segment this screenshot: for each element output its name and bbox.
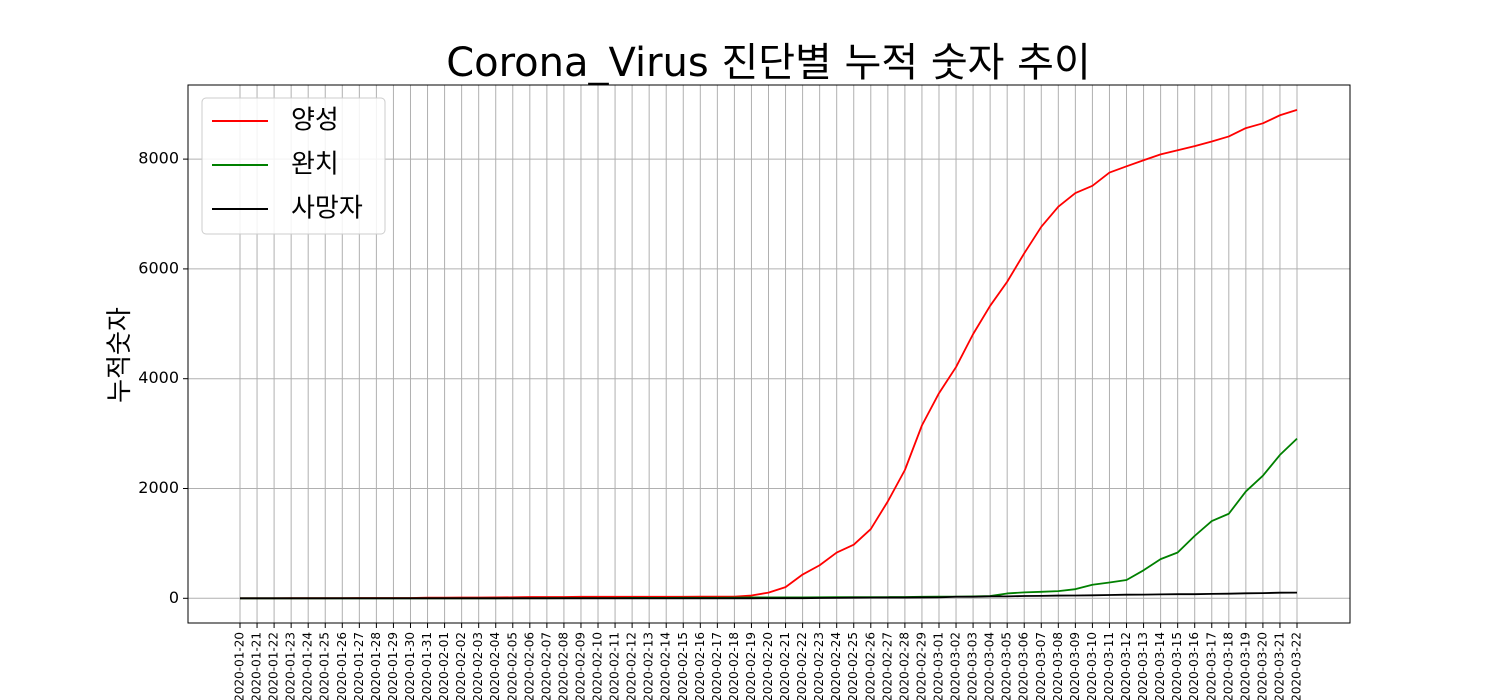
x-tick-label: 2020-03-21 — [1272, 632, 1286, 700]
x-tick-label: 2020-02-13 — [642, 632, 656, 700]
x-tick-label: 2020-01-31 — [420, 632, 434, 700]
x-tick-label: 2020-01-26 — [335, 632, 349, 700]
x-tick-label: 2020-03-22 — [1290, 632, 1304, 700]
chart-title: Corona_Virus 진단별 누적 숫자 추이 — [446, 40, 1091, 86]
x-tick-label: 2020-02-10 — [591, 632, 605, 700]
x-tick-label: 2020-03-01 — [931, 632, 945, 700]
x-tick-label: 2020-01-27 — [352, 632, 366, 700]
x-tick-label: 2020-02-18 — [727, 632, 741, 700]
x-tick-label: 2020-03-03 — [966, 632, 980, 700]
x-tick-label: 2020-02-17 — [710, 632, 724, 700]
x-tick-label: 2020-01-21 — [250, 632, 264, 700]
x-tick-label: 2020-02-08 — [556, 632, 570, 700]
x-tick-label: 2020-02-09 — [573, 632, 587, 700]
x-tick-label: 2020-01-23 — [284, 632, 298, 700]
x-tick-label: 2020-03-19 — [1238, 632, 1252, 700]
x-tick-label: 2020-03-18 — [1221, 632, 1235, 700]
x-tick-label: 2020-02-02 — [454, 632, 468, 700]
legend-label: 완치 — [291, 150, 339, 180]
x-tick-label: 2020-02-06 — [522, 632, 536, 700]
x-tick-label: 2020-03-12 — [1119, 632, 1133, 700]
x-tick-label: 2020-02-24 — [829, 632, 843, 700]
x-tick-label: 2020-03-07 — [1034, 632, 1048, 700]
x-tick-label: 2020-02-27 — [880, 632, 894, 700]
x-tick-label: 2020-02-19 — [744, 632, 758, 700]
y-tick-label: 8000 — [138, 149, 179, 168]
x-tick-label: 2020-01-20 — [233, 632, 247, 700]
x-tick-label: 2020-03-02 — [949, 632, 963, 700]
x-tick-label: 2020-02-15 — [676, 632, 690, 700]
x-tick-label: 2020-02-29 — [914, 632, 928, 700]
x-tick-label: 2020-02-28 — [897, 632, 911, 700]
y-tick-label: 0 — [169, 588, 179, 607]
x-tick-label: 2020-03-09 — [1068, 632, 1082, 700]
x-axis-ticks: 2020-01-20 2020-01-21 2020-01-22 2020-01-23… — [233, 623, 1304, 700]
x-tick-label: 2020-01-28 — [369, 632, 383, 700]
x-tick-label: 2020-02-14 — [659, 632, 673, 700]
x-tick-label: 2020-03-13 — [1136, 632, 1150, 700]
x-tick-label: 2020-03-16 — [1187, 632, 1201, 700]
x-tick-label: 2020-03-14 — [1153, 632, 1167, 700]
x-tick-label: 2020-03-08 — [1051, 632, 1065, 700]
x-tick-label: 2020-01-30 — [403, 632, 417, 700]
x-tick-label: 2020-03-10 — [1085, 632, 1099, 700]
x-tick-label: 2020-03-04 — [983, 632, 997, 700]
series-layer — [240, 109, 1298, 600]
x-tick-label: 2020-02-26 — [863, 632, 877, 700]
x-tick-label: 2020-02-03 — [471, 632, 485, 700]
x-tick-label: 2020-02-23 — [812, 632, 826, 700]
x-tick-label: 2020-03-05 — [1000, 632, 1014, 700]
x-tick-label: 2020-03-11 — [1102, 632, 1116, 700]
x-tick-label: 2020-02-11 — [608, 632, 622, 700]
x-tick-label: 2020-02-20 — [761, 632, 775, 700]
x-tick-label: 2020-01-29 — [386, 632, 400, 700]
x-tick-label: 2020-03-15 — [1170, 632, 1184, 700]
x-tick-label: 2020-02-05 — [505, 632, 519, 700]
x-tick-label: 2020-03-17 — [1204, 632, 1218, 700]
x-tick-label: 2020-02-04 — [488, 632, 502, 700]
x-tick-label: 2020-01-22 — [267, 632, 281, 700]
x-tick-label: 2020-03-20 — [1255, 632, 1269, 700]
y-axis-label: 누적숫자 — [105, 307, 135, 403]
legend-label: 양성 — [291, 106, 339, 136]
x-tick-label: 2020-01-24 — [301, 632, 315, 700]
x-tick-label: 2020-02-25 — [846, 632, 860, 700]
y-tick-label: 4000 — [138, 368, 179, 387]
y-axis-ticks: 0 2000 4000 6000 8000 — [138, 149, 188, 607]
x-tick-label: 2020-03-06 — [1017, 632, 1031, 700]
x-tick-label: 2020-02-12 — [625, 632, 639, 700]
y-tick-label: 6000 — [138, 258, 179, 277]
y-tick-label: 2000 — [138, 478, 179, 497]
x-tick-label: 2020-01-25 — [318, 632, 332, 700]
series-line-사망자 — [240, 591, 1298, 600]
x-tick-label: 2020-02-07 — [539, 632, 553, 700]
x-tick-label: 2020-02-22 — [795, 632, 809, 700]
x-tick-label: 2020-02-01 — [437, 632, 451, 700]
x-tick-label: 2020-02-16 — [693, 632, 707, 700]
x-tick-label: 2020-02-21 — [778, 632, 792, 700]
legend-label: 사망자 — [291, 194, 363, 224]
legend-frame — [201, 97, 386, 235]
